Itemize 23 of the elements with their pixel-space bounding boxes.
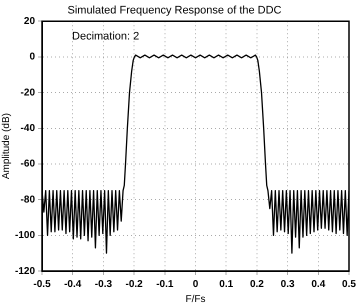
- y-tick-label: -40: [20, 123, 36, 134]
- annotation: Decimation: 2: [72, 30, 140, 43]
- x-tick-label: -0.1: [156, 278, 174, 290]
- chart-title: Simulated Frequency Response of the DDC: [68, 4, 282, 17]
- x-tick-label: 0.4: [311, 278, 326, 290]
- y-tick-label: 0: [29, 52, 36, 63]
- y-tick-label: -60: [20, 158, 36, 170]
- y-tick-label: -120: [15, 266, 36, 277]
- y-tick-label: -20: [20, 87, 36, 98]
- x-tick-label: -0.5: [33, 278, 52, 290]
- x-tick-label: 0.1: [219, 278, 234, 290]
- y-tick-label: -100: [15, 230, 36, 242]
- x-axis-title: F/Fs: [186, 294, 206, 305]
- x-tick-label: -0.4: [64, 278, 82, 290]
- y-tick-label: 20: [24, 16, 36, 27]
- y-tick-label: -80: [20, 194, 36, 206]
- y-axis-title: Amplitude (dB): [0, 113, 12, 180]
- x-tick-label: 0.5: [342, 278, 356, 290]
- x-tick-label: -0.2: [125, 278, 144, 290]
- x-tick-label: 0.2: [250, 278, 264, 290]
- x-tick-label: -0.3: [94, 278, 112, 290]
- x-tick-label: 0: [192, 278, 199, 290]
- x-tick-label: 0.3: [280, 278, 295, 290]
